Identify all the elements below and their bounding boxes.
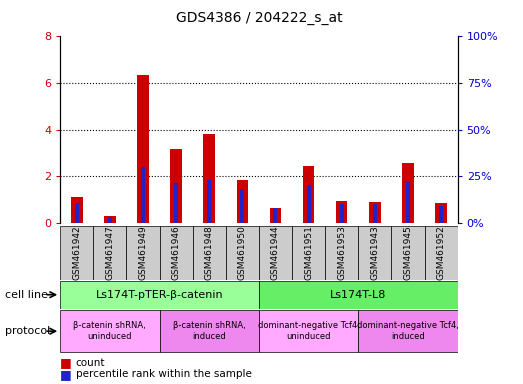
Text: GSM461944: GSM461944 (271, 226, 280, 280)
Bar (358, 310, 458, 353)
Text: GSM461953: GSM461953 (337, 225, 346, 280)
Bar (358, 226, 391, 280)
Text: GSM461947: GSM461947 (105, 225, 115, 280)
Text: dominant-negative Tcf4,
uninduced: dominant-negative Tcf4, uninduced (258, 321, 359, 341)
Bar (174, 183, 178, 223)
Bar (336, 200, 347, 223)
Text: protocol: protocol (5, 326, 51, 336)
Bar (325, 226, 358, 280)
Bar (104, 216, 116, 223)
Bar (160, 310, 259, 353)
Bar (259, 310, 358, 353)
Text: GSM461949: GSM461949 (139, 225, 147, 280)
Text: β-catenin shRNA,
uninduced: β-catenin shRNA, uninduced (73, 321, 146, 341)
Bar (369, 202, 381, 223)
Bar (75, 203, 78, 223)
Bar (71, 197, 83, 223)
Text: cell line: cell line (5, 290, 48, 300)
Text: GSM461952: GSM461952 (437, 225, 446, 280)
Text: β-catenin shRNA,
induced: β-catenin shRNA, induced (173, 321, 246, 341)
Bar (373, 204, 377, 223)
Bar (160, 226, 192, 280)
Bar (93, 226, 127, 280)
Bar (439, 206, 443, 223)
Bar (391, 226, 425, 280)
Bar (60, 281, 259, 309)
Text: GSM461946: GSM461946 (172, 225, 180, 280)
Bar (406, 182, 410, 223)
Bar (170, 149, 182, 223)
Bar (340, 204, 344, 223)
Text: Ls174T-L8: Ls174T-L8 (330, 290, 386, 300)
Bar (274, 208, 277, 223)
Bar (60, 226, 93, 280)
Bar (141, 167, 145, 223)
Bar (60, 310, 160, 353)
Text: ■: ■ (60, 356, 72, 369)
Text: GSM461948: GSM461948 (204, 225, 214, 280)
Bar (259, 226, 292, 280)
Text: ■: ■ (60, 368, 72, 381)
Text: percentile rank within the sample: percentile rank within the sample (76, 369, 252, 379)
Bar (108, 217, 112, 223)
Bar (270, 208, 281, 223)
Bar (259, 281, 458, 309)
Bar (292, 226, 325, 280)
Bar (127, 226, 160, 280)
Bar (226, 226, 259, 280)
Text: GSM461950: GSM461950 (238, 225, 247, 280)
Bar (137, 75, 149, 223)
Bar (192, 226, 226, 280)
Bar (435, 203, 447, 223)
Text: GSM461942: GSM461942 (72, 226, 81, 280)
Text: GDS4386 / 204222_s_at: GDS4386 / 204222_s_at (176, 11, 342, 25)
Text: GSM461951: GSM461951 (304, 225, 313, 280)
Bar (236, 180, 248, 223)
Text: Ls174T-pTER-β-catenin: Ls174T-pTER-β-catenin (96, 290, 223, 300)
Text: GSM461945: GSM461945 (403, 225, 413, 280)
Bar (425, 226, 458, 280)
Bar (207, 180, 211, 223)
Bar (402, 163, 414, 223)
Bar (303, 166, 314, 223)
Bar (306, 185, 311, 223)
Text: dominant-negative Tcf4,
induced: dominant-negative Tcf4, induced (357, 321, 459, 341)
Text: GSM461943: GSM461943 (370, 225, 379, 280)
Text: count: count (76, 358, 105, 368)
Bar (241, 189, 244, 223)
Bar (203, 134, 215, 223)
